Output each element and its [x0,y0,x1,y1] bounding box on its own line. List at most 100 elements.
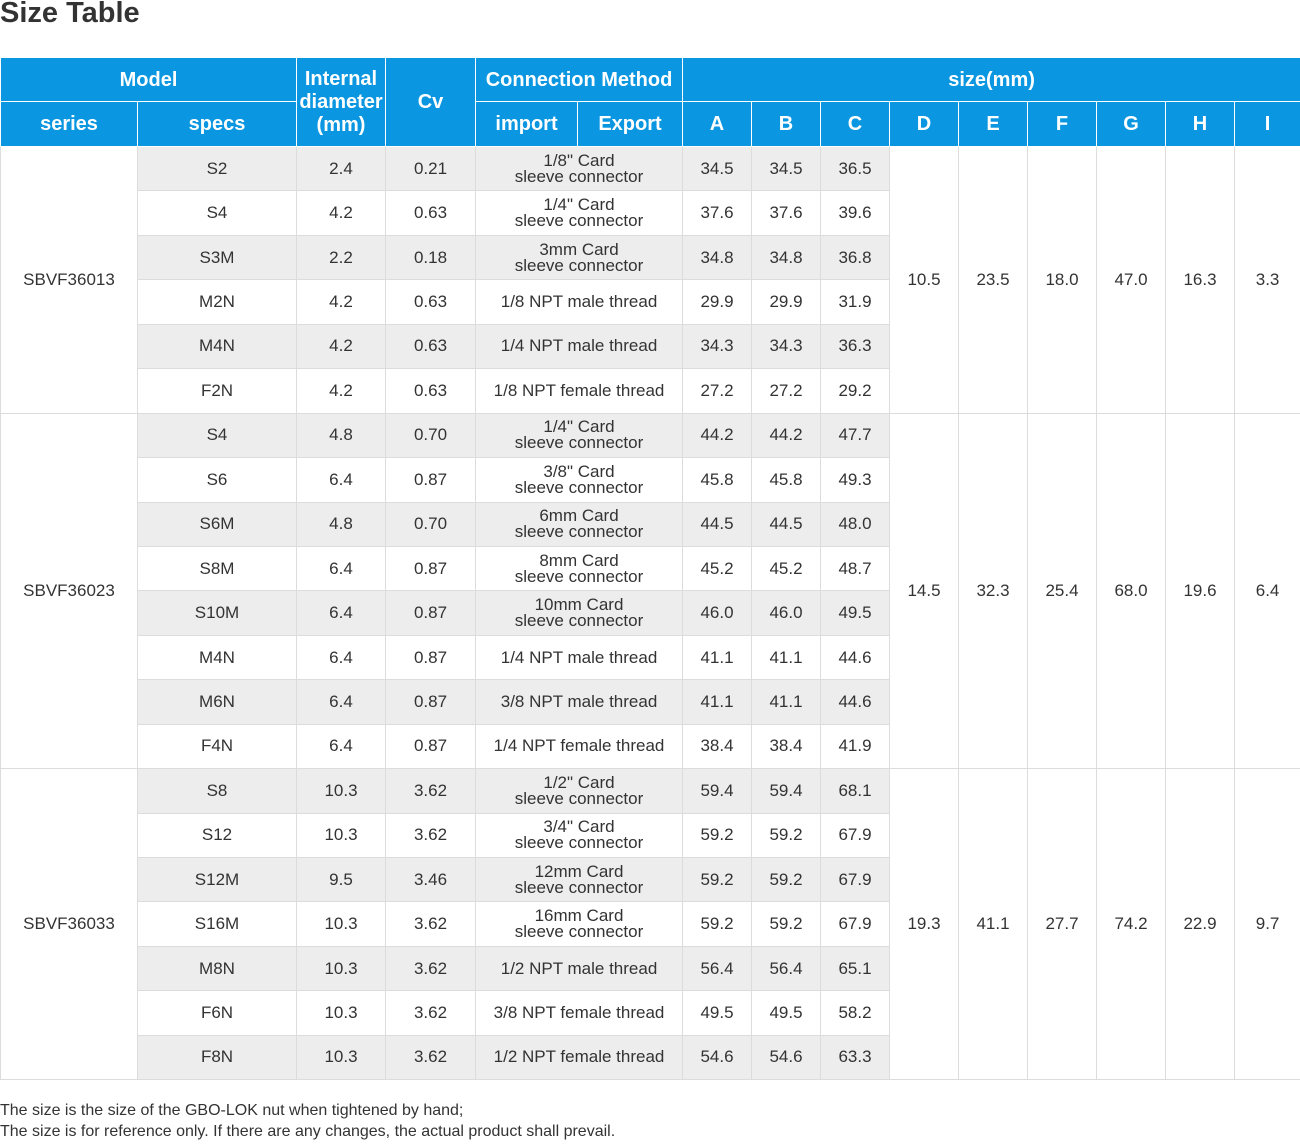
connection-line-2: sleeve connector [514,433,644,453]
internal-diameter-cell: 9.5 [296,856,386,903]
size-table: Model Internal diameter (mm) Cv Connecti… [0,57,1300,1081]
connection-line-1: 3/8 NPT female thread [493,1003,665,1023]
spec-cell: M6N [137,679,297,725]
dim-b-cell: 44.5 [751,501,822,547]
series-cell: SBVF36013 [0,146,138,414]
connection-cell: 12mm Card sleeve connector [474,856,684,903]
dim-i-cell: 6.4 [1234,412,1300,770]
dim-a-cell: 34.8 [682,234,753,281]
spec-cell: S8M [137,545,297,592]
cv-cell: 0.70 [385,412,476,459]
dim-e-cell: 41.1 [958,768,1029,1081]
header-dim-b: B [751,101,822,147]
table-row: S8M 6.4 0.87 8mm Card sleeve connector 45.2 45… [1,545,1300,592]
dim-b-cell: 45.2 [751,545,822,592]
dim-f-cell: 18.0 [1027,146,1098,414]
spec-cell: F6N [137,990,297,1036]
connection-line-2: sleeve connector [514,611,644,631]
connection-cell: 1/8 NPT male thread [474,279,684,325]
header-series: series [0,101,138,147]
table-body: SBVF36013 S2 2.4 0.21 1/8" Card sleeve connec… [0,145,1300,1081]
connection-cell: 1/4" Card sleeve connector [474,190,684,236]
cv-cell: 0.87 [385,634,476,681]
spec-cell: S3M [137,234,297,281]
dim-b-cell: 44.2 [751,412,822,459]
dim-c-cell: 67.9 [820,856,891,903]
dim-b-cell: 38.4 [751,723,822,770]
cv-cell: 0.63 [385,190,476,236]
dim-b-cell: 49.5 [751,990,822,1036]
dim-b-cell: 29.9 [751,279,822,325]
spec-cell: M8N [137,945,297,992]
dim-a-cell: 54.6 [682,1034,753,1081]
connection-cell: 1/8 NPT female thread [474,368,684,414]
connection-line-1: 3/4" Card [543,817,615,837]
dim-a-cell: 34.3 [682,323,753,370]
dim-e-cell: 23.5 [958,146,1029,414]
dim-d-cell: 19.3 [889,768,960,1081]
cv-cell: 0.21 [385,145,476,192]
dim-c-cell: 39.6 [820,190,891,236]
dim-c-cell: 44.6 [820,634,891,681]
header-row-top: Model Internal diameter (mm) Cv Connecti… [0,57,1300,147]
cv-cell: 0.63 [385,323,476,370]
connection-cell: 1/4 NPT male thread [474,323,684,370]
dim-a-cell: 37.6 [682,190,753,236]
internal-diameter-cell: 10.3 [296,768,386,814]
header-dim-g: G [1096,101,1167,147]
connection-line-2: sleeve connector [514,166,644,186]
spec-cell: S6M [137,501,297,547]
connection-cell: 1/4 NPT female thread [474,723,684,770]
connection-cell: 3/8 NPT male thread [474,679,684,725]
footnote-1: The size is the size of the GBO-LOK nut … [0,1102,464,1119]
dim-d-cell: 10.5 [889,146,960,414]
cv-cell: 0.18 [385,234,476,281]
internal-diameter-cell: 10.3 [296,945,386,992]
connection-line-1: 1/4 NPT male thread [500,647,658,667]
connection-cell: 8mm Card sleeve connector [474,545,684,592]
header-dim-a: A [682,101,753,147]
cv-cell: 0.87 [385,679,476,725]
connection-cell: 6mm Card sleeve connector [474,501,684,547]
cv-cell: 0.87 [385,457,476,503]
page-title: Size Table [0,0,140,29]
dim-e-cell: 32.3 [958,412,1029,770]
header-specs: specs [137,101,297,147]
spec-cell: S16M [137,901,297,947]
connection-line-1: 1/2 NPT female thread [493,1047,665,1067]
internal-diameter-cell: 2.2 [296,234,386,281]
dim-b-cell: 37.6 [751,190,822,236]
dim-a-cell: 29.9 [682,279,753,325]
cv-cell: 0.70 [385,501,476,547]
cv-cell: 0.87 [385,723,476,770]
dim-a-cell: 34.5 [682,145,753,192]
dim-a-cell: 41.1 [682,679,753,725]
header-size-mm: size(mm) [682,57,1300,102]
table-row: M4N 6.4 0.87 1/4 NPT male thread 41.1 41.1 44.… [1,634,1300,681]
internal-diameter-cell: 6.4 [296,723,386,770]
connection-line-2: sleeve connector [514,477,644,497]
spec-cell: S12M [137,856,297,903]
dim-b-cell: 56.4 [751,945,822,992]
dim-h-cell: 22.9 [1165,768,1236,1081]
spec-cell: F2N [137,368,297,414]
connection-line-1: 6mm Card [539,506,619,526]
dim-c-cell: 48.7 [820,545,891,592]
connection-line-1: 1/2" Card [543,772,615,792]
dim-g-cell: 47.0 [1096,146,1167,414]
dim-a-cell: 56.4 [682,945,753,992]
dim-c-cell: 49.5 [820,590,891,636]
dim-h-cell: 19.6 [1165,412,1236,770]
spec-cell: S10M [137,590,297,636]
dim-b-cell: 41.1 [751,634,822,681]
cv-cell: 0.87 [385,545,476,592]
dim-a-cell: 46.0 [682,590,753,636]
table-row: S12M 9.5 3.46 12mm Card sleeve connector 59.2… [1,856,1300,903]
internal-diameter-cell: 10.3 [296,901,386,947]
spec-cell: S4 [137,190,297,236]
dim-g-cell: 74.2 [1096,768,1167,1081]
internal-diameter-cell: 2.4 [296,145,386,192]
connection-line-2: sleeve connector [514,788,644,808]
dim-b-cell: 59.4 [751,768,822,814]
internal-diameter-cell: 6.4 [296,545,386,592]
